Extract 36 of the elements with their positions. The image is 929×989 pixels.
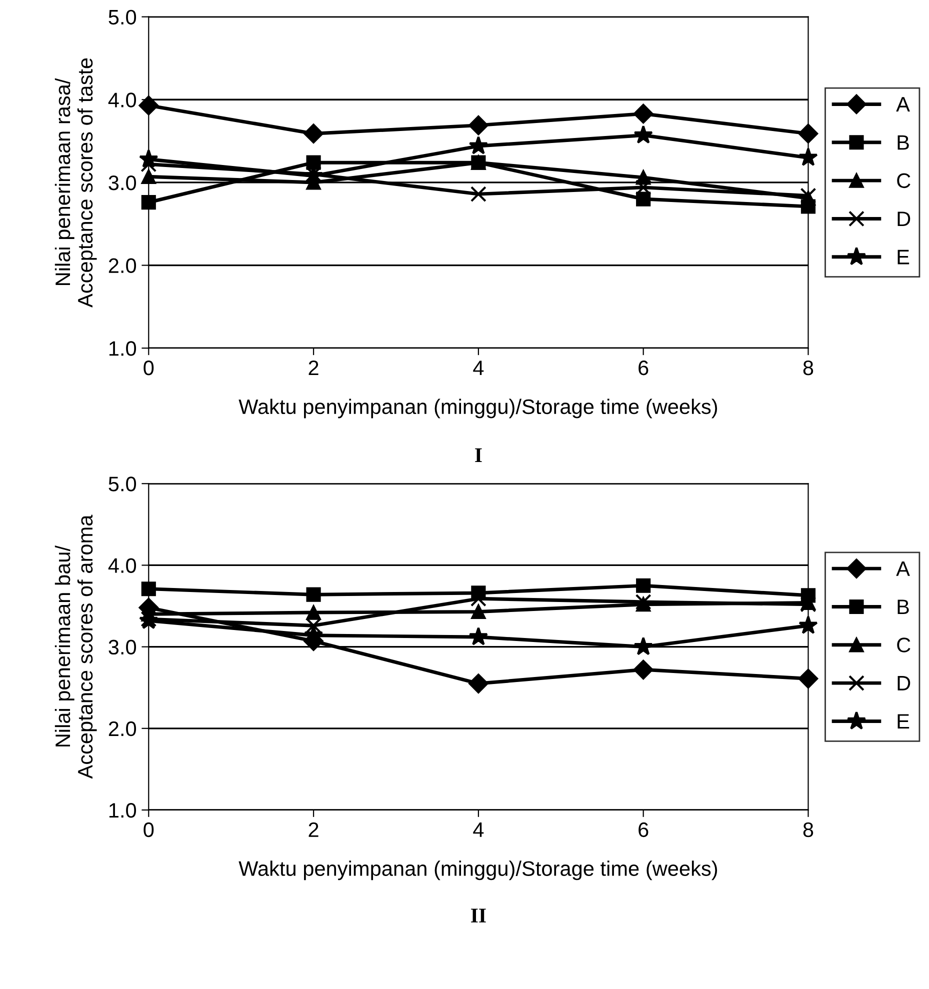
x-tick-label: 8 [803,360,814,376]
x-tick-label: 4 [473,360,484,376]
y-tick-label: 2.0 [108,721,136,736]
x-tick-label: 0 [144,360,154,376]
y-tick-label: 1.0 [109,341,136,356]
legend-label: E [898,714,910,729]
x-tick-label: 6 [638,360,648,376]
legend-label: A [896,97,910,112]
y-tick-label: 2.0 [108,258,136,274]
x-tick-label: 2 [308,822,318,837]
x-tick-label: 0 [144,822,154,838]
x-tick-label: 8 [803,822,814,838]
x-tick-label: 2 [308,360,318,376]
legend-label: C [897,638,910,652]
legend-label: B [898,600,909,614]
legend-label: B [898,135,909,150]
y-tick-label: 5.0 [108,10,136,25]
y-axis-title: Nilai penerimaan bau/ Acceptance scores of aroma [54,514,97,779]
legend-label: A [896,562,910,576]
legend-label: E [898,250,910,264]
y-axis-title: Nilai penerimaan rasa/ Acceptance scores of taste [54,58,97,308]
legend-label: D [898,676,910,690]
y-tick-label: 3.0 [108,640,136,655]
y-tick-label: 5.0 [108,476,136,492]
x-tick-label: 4 [473,822,484,837]
x-axis-title: Waktu penyimpanan (minggu)/Storage time (weeks) [238,860,718,880]
y-tick-label: 3.0 [108,175,136,190]
legend-label: D [898,212,910,226]
y-tick-label: 4.0 [108,92,136,108]
text: II [471,908,486,922]
x-tick-label: 6 [638,822,648,838]
y-tick-label: 4.0 [108,558,136,573]
y-tick-label: 1.0 [109,802,136,818]
x-axis-title: Waktu penyimpanan (minggu)/Storage time (weeks) [238,398,718,418]
legend-label: C [897,173,910,188]
text: I [475,448,482,462]
